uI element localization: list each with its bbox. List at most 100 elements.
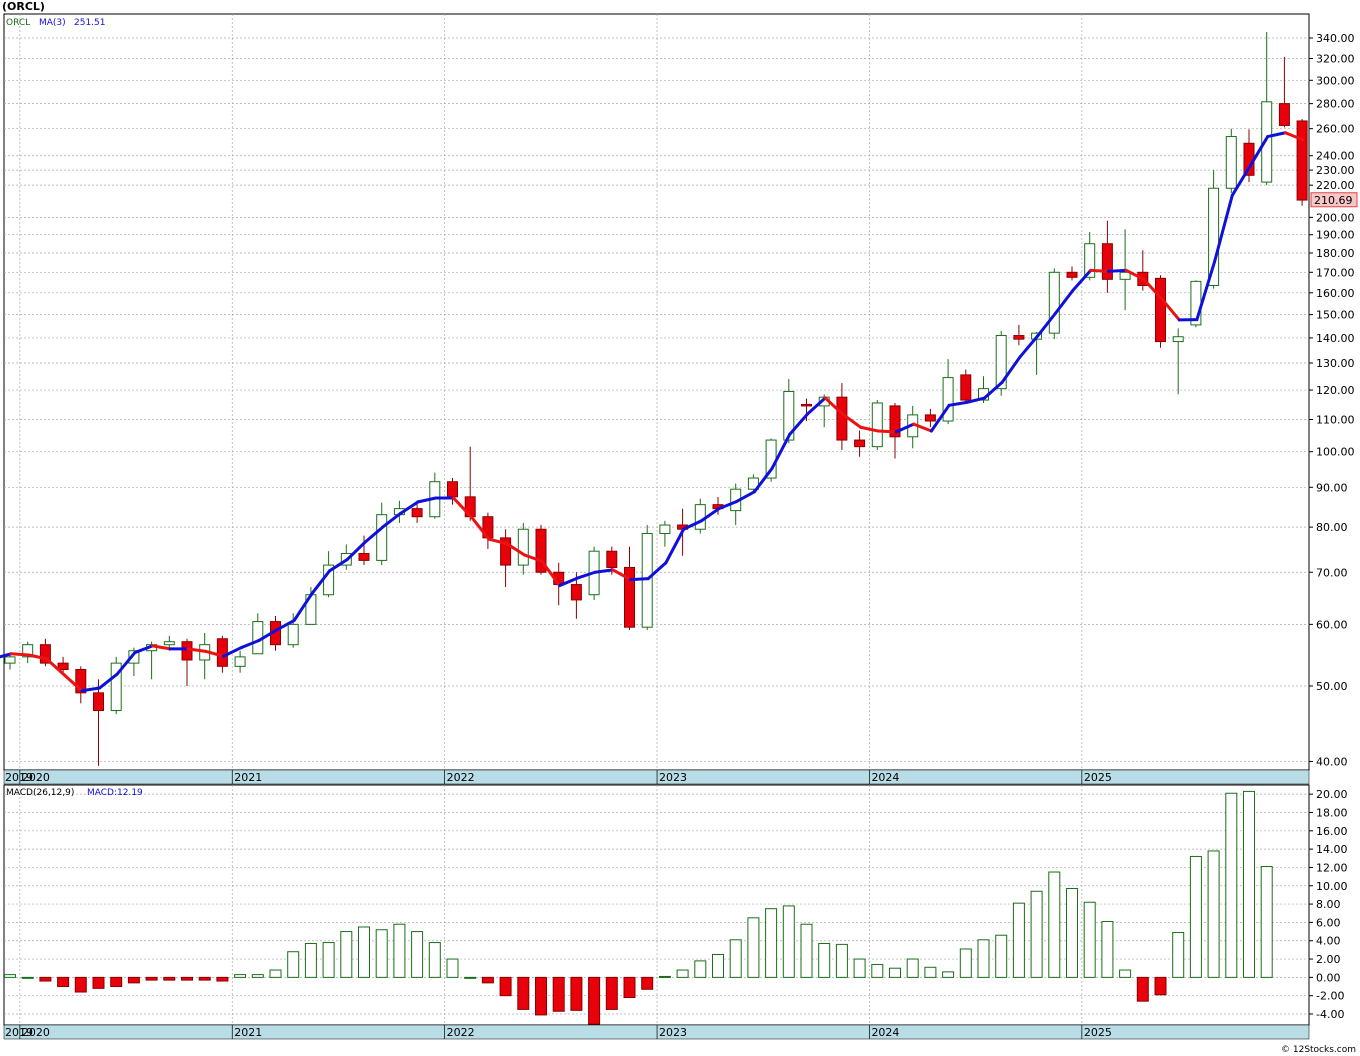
ma3-segment (859, 425, 880, 433)
macd-legend-value: MACD:12.19 (87, 788, 143, 798)
candle-body (960, 374, 972, 401)
candle-body (801, 403, 812, 407)
candle-body (606, 550, 618, 568)
macd-bar (658, 975, 671, 978)
macd-bar (340, 931, 353, 978)
macd-bar (641, 976, 654, 990)
ma3-segment (1266, 131, 1287, 139)
date-axis-band (3, 1024, 1310, 1040)
price-tick-label: 280.00 (1316, 98, 1355, 111)
ma3-segment (1018, 334, 1040, 359)
macd-bar (1048, 871, 1061, 978)
ma3-segment (965, 396, 986, 404)
macd-bar (747, 917, 760, 978)
ma3-segment (646, 561, 668, 581)
macd-bar (358, 926, 370, 978)
ma3-segment (98, 672, 119, 690)
ma3-segment (505, 542, 526, 557)
price-tick-label: 160.00 (1316, 287, 1355, 300)
candle-body (641, 533, 653, 628)
price-tick-label: 130.00 (1316, 357, 1355, 370)
candle-body (234, 656, 246, 667)
macd-bar (481, 976, 494, 984)
legend-ma-value: 251.51 (74, 18, 106, 28)
macd-bar (464, 976, 477, 979)
ma3-segment (1000, 355, 1022, 384)
candle-body (854, 439, 866, 448)
ma3-segment (1053, 288, 1075, 315)
ma3-segment (1089, 268, 1110, 273)
price-tick-label: 150.00 (1316, 309, 1355, 322)
ma3-segment (540, 559, 562, 588)
macd-bar (428, 942, 441, 978)
date-axis-label: 2022 (447, 771, 475, 784)
candle-body (783, 390, 795, 441)
ma3-segment (1248, 135, 1270, 168)
macd-bar (605, 976, 618, 1010)
current-price-tag (1310, 192, 1358, 208)
macd-tick-label: -2.00 (1316, 990, 1344, 1003)
candle-body (535, 528, 547, 573)
ma3-segment (186, 647, 208, 653)
ma3-segment (1071, 268, 1093, 292)
ma3-segment (841, 412, 863, 429)
macd-bar (535, 976, 547, 1016)
candle-body (1155, 277, 1166, 343)
ma3-segment (522, 553, 544, 563)
price-tick-label: 340.00 (1316, 32, 1355, 45)
candle-body (871, 402, 883, 448)
macd-bar (1243, 790, 1255, 978)
macd-bar (977, 939, 990, 978)
date-axis-label: 2025 (1084, 1026, 1112, 1039)
macd-bar (517, 976, 530, 1010)
date-axis-label: 2021 (234, 771, 262, 784)
macd-bar (269, 969, 282, 978)
macd-bar (800, 923, 813, 978)
ma3-segment (1283, 131, 1305, 142)
candle-body (500, 537, 512, 566)
price-tick-label: 300.00 (1316, 74, 1355, 87)
candle-body (411, 508, 423, 518)
macd-tick-label: 14.00 (1316, 843, 1348, 856)
date-axis-label: 2023 (659, 1026, 687, 1039)
ma3-segment (275, 618, 296, 632)
ma3-segment (62, 673, 84, 693)
candle-body (747, 477, 759, 490)
price-tick-label: 200.00 (1316, 211, 1355, 224)
macd-bar (1012, 902, 1025, 978)
candle-body (4, 656, 16, 664)
ma3-segment (717, 499, 739, 511)
macd-bar (393, 923, 406, 978)
ma3-segment (558, 576, 579, 588)
ma3-segment (80, 686, 101, 693)
ma3-segment (823, 396, 845, 416)
macd-bar (835, 943, 848, 978)
macd-bar (1066, 888, 1078, 978)
date-axis-label: 2020 (22, 1026, 50, 1039)
macd-bar (216, 976, 229, 982)
candle-body (1013, 335, 1025, 340)
macd-bar (181, 976, 193, 981)
macd-bar (853, 958, 866, 978)
date-axis-label: 2023 (659, 771, 687, 784)
macd-bar (959, 948, 972, 978)
macd-tick-label: 8.00 (1316, 898, 1341, 911)
price-tick-label: 90.00 (1316, 481, 1348, 494)
macd-tick-label: -4.00 (1316, 1008, 1344, 1021)
legend-ma-label: MA(3) (39, 18, 66, 28)
candle-body (1101, 243, 1113, 280)
ma3-segment (469, 515, 491, 541)
price-tick-label: 240.00 (1316, 150, 1355, 163)
macd-bar (1189, 855, 1202, 978)
ma3-segment (292, 592, 314, 622)
ma3-segment (1142, 277, 1163, 301)
candle-body (1172, 336, 1184, 343)
ma3-segment (699, 507, 721, 523)
macd-bar (942, 971, 955, 978)
candle-body (1084, 243, 1096, 278)
ma3-segment (735, 490, 756, 503)
macd-bar (127, 976, 140, 984)
macd-bar (1083, 901, 1096, 978)
macd-bar (623, 976, 636, 999)
